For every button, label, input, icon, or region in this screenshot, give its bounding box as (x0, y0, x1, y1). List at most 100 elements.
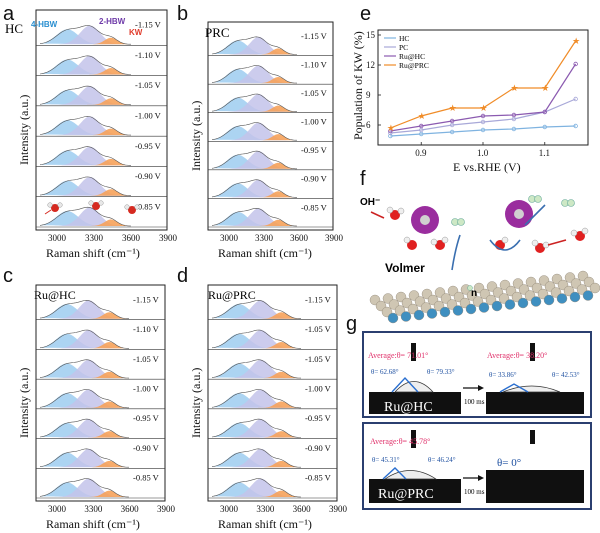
peak-kw (212, 401, 301, 408)
x-tick-label: 1.0 (477, 148, 489, 158)
ru-prc-droplet-image-2 (486, 470, 584, 503)
peak-2hbw (212, 94, 297, 112)
peak-2hbw (40, 86, 131, 105)
ru-prc-frame (362, 422, 592, 510)
peak-4hbw (212, 126, 297, 141)
peak-4hbw (212, 333, 301, 349)
spectrum-row: -1.05 V (36, 354, 165, 380)
peak-kw (212, 134, 297, 141)
voltage-label: -0.95 V (305, 413, 332, 423)
lattice-atom (478, 302, 490, 313)
x-tick-label: 3900 (159, 233, 178, 243)
data-point (480, 113, 486, 119)
voltage-label: -1.05 V (135, 80, 162, 90)
x-tick-label: 3900 (325, 233, 344, 243)
envelope-line (211, 36, 297, 55)
peak-4hbw (40, 59, 131, 75)
lattice-atom (569, 291, 581, 303)
envelope-line (39, 299, 130, 319)
voltage-label: -1.05 V (305, 354, 332, 364)
peak-kw (212, 105, 297, 112)
envelope-line (39, 55, 131, 75)
x-tick-label: 3600 (122, 233, 141, 243)
panel-label-f: f (360, 168, 366, 190)
raman-panel-ru-prc: -1.15 V -1.05 V -1.05 V -1.00 V -0.95 V -0.90… (189, 284, 348, 531)
envelope-line (211, 207, 298, 227)
spectrum-row: -1.05 V (208, 88, 333, 114)
envelope-line (39, 448, 129, 468)
peak-kw (40, 158, 131, 166)
data-point (480, 127, 486, 133)
peak-2hbw (212, 122, 297, 141)
series-hc: HC (384, 34, 578, 139)
data-point (449, 129, 455, 135)
lattice-atom (426, 308, 438, 319)
spectrum-row: -1.00 V (208, 117, 333, 142)
spectrum-row: -0.90 V (208, 443, 337, 469)
envelope-line (39, 206, 132, 227)
needle-1 (411, 343, 416, 361)
envelope-line (39, 359, 130, 379)
peak-2hbw (212, 419, 301, 438)
peak-kw (40, 342, 129, 349)
x-tick-label: 3600 (290, 233, 309, 243)
peak-label-2hbw: 2-HBW (99, 17, 126, 26)
peak-4hbw (212, 211, 297, 226)
legend-label: HC (399, 34, 409, 43)
voltage-label: -1.15 V (133, 294, 160, 304)
panel-label-g: g (346, 313, 357, 335)
envelope-line (39, 389, 129, 409)
spectrum-row: -1.00 V (208, 384, 337, 410)
cation-core-2 (514, 209, 524, 219)
data-point: ★ (510, 83, 518, 93)
peak-4hbw (212, 69, 297, 84)
envelope-line (39, 418, 129, 438)
x-tick-label: 3000 (48, 233, 67, 243)
voltage-label: -0.95 V (301, 145, 328, 155)
panel-label-a: a (3, 3, 15, 25)
peak-2hbw (212, 208, 297, 226)
water-molecules (386, 206, 589, 253)
spectrum-row: -0.90 V (36, 171, 167, 198)
lattice-atom (465, 303, 477, 315)
ru-hc-time: 100 ms (464, 398, 485, 406)
lattice-atom (413, 309, 425, 321)
voltage-label: -1.15 V (305, 294, 332, 304)
peak-4hbw (212, 154, 297, 169)
voltage-label: -0.90 V (301, 174, 328, 184)
spectrum-row: -0.90 V (36, 443, 165, 469)
panel-label-d: d (177, 265, 188, 287)
x-axis-title: Raman shift (cm⁻¹) (46, 246, 140, 260)
peak-4hbw (40, 363, 129, 379)
plot-frame (35, 284, 166, 502)
peak-kw (212, 191, 297, 198)
peak-4hbw (212, 393, 301, 408)
peak-kw (212, 48, 297, 55)
ru-prc-droplet (383, 470, 438, 480)
panel-d-tag: Ru@PRC (208, 288, 256, 302)
ru-hc-sample-label: Ru@HC (384, 400, 433, 415)
data-point (480, 119, 486, 125)
needle-3 (411, 430, 416, 448)
voltage-label: -0.90 V (135, 171, 162, 181)
envelope-line (39, 329, 130, 349)
spectrum-row: -0.85 V (36, 473, 165, 499)
cation-core (420, 215, 430, 225)
envelope-line (211, 122, 297, 141)
peak-kw (212, 431, 301, 438)
peak-2hbw (40, 207, 131, 226)
peak-2hbw (40, 300, 129, 319)
panel-label-c: c (3, 265, 13, 287)
series-line (390, 125, 576, 137)
peak-4hbw (40, 150, 131, 166)
spectrum-row: -1.00 V (36, 384, 165, 410)
data-point: ★ (387, 123, 395, 133)
water-molecule-icons (44, 200, 140, 215)
needle-2 (530, 343, 535, 361)
lattice-atom (504, 299, 516, 310)
envelope-line (211, 448, 301, 468)
series-line (390, 63, 577, 132)
peak-4hbw (212, 452, 301, 468)
series-ru-prc: ★ ★ ★ ★ ★ ★ ★ Ru@PRC (384, 36, 580, 133)
